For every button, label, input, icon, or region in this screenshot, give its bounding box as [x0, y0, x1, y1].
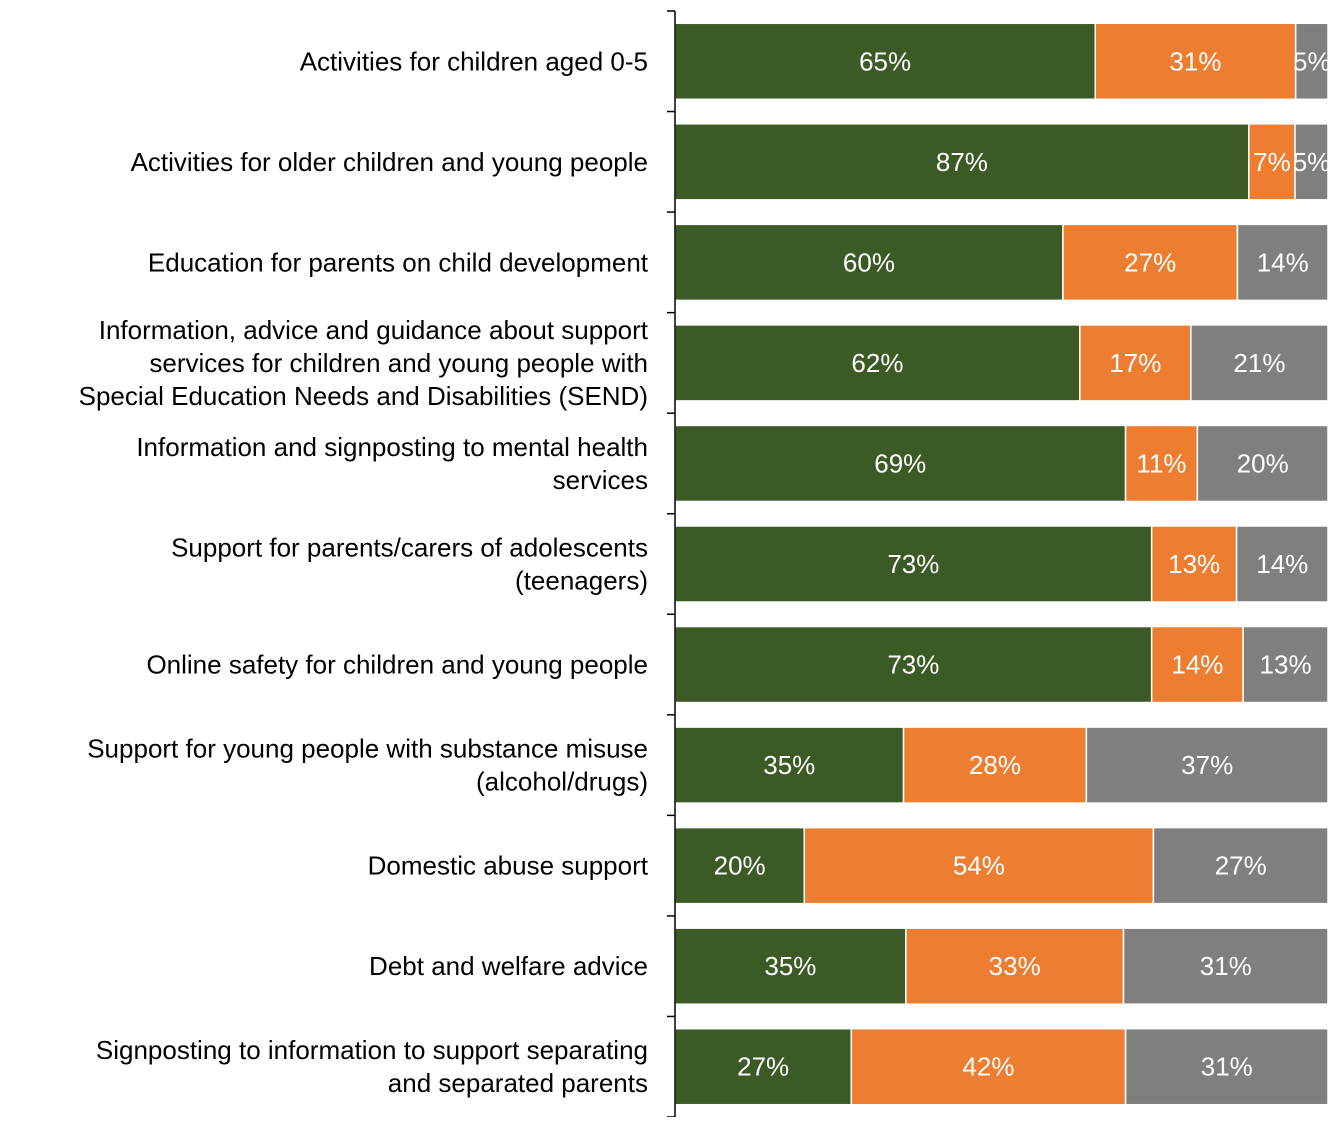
bar-segment — [1085, 726, 1329, 804]
data-label: 13% — [1260, 650, 1312, 680]
data-label: 42% — [962, 1052, 1014, 1082]
category-label: Activities for children aged 0-5 — [300, 46, 648, 76]
data-label: 73% — [887, 549, 939, 579]
category-label-line: Support for young people with substance … — [87, 734, 648, 764]
bar-segment — [674, 424, 1127, 503]
data-label: 54% — [953, 851, 1005, 881]
data-label: 14% — [1257, 247, 1309, 277]
data-label: 13% — [1168, 549, 1220, 579]
bar-segment — [674, 1027, 853, 1106]
category-label: Education for parents on child developme… — [148, 247, 649, 277]
data-label: 17% — [1109, 348, 1161, 378]
data-label: 37% — [1181, 750, 1233, 780]
y-axis — [667, 10, 676, 1118]
category-label-line: Signposting to information to support se… — [96, 1035, 648, 1065]
category-label-line: (teenagers) — [515, 566, 648, 596]
bars-layer: 65% 31% 5%87% 7% 5%60% 27% 14%62% 17% 21%69% 11% 2… — [674, 22, 1331, 1106]
category-labels-layer: Activities for children aged 0-5 Activiti… — [79, 46, 649, 1098]
bar-segment — [1150, 525, 1238, 603]
data-label: 14% — [1256, 549, 1308, 579]
data-label: 69% — [874, 448, 926, 478]
bar-segment — [1124, 424, 1199, 503]
data-label: 60% — [843, 247, 895, 277]
category-label: Domestic abuse support — [368, 851, 649, 881]
data-label: 31% — [1200, 951, 1252, 981]
category-label-line: Domestic abuse support — [368, 851, 649, 881]
category-label-line: Special Education Needs and Disabilities… — [79, 381, 648, 411]
category-label: Support for young people with substance … — [87, 734, 648, 797]
data-label: 27% — [737, 1052, 789, 1082]
bar-segment — [674, 223, 1064, 302]
bar-segment — [674, 726, 905, 804]
bar-segment — [1094, 22, 1297, 101]
bar-segment — [1235, 525, 1329, 603]
data-label: 87% — [936, 147, 988, 177]
bar-segment — [674, 324, 1081, 402]
bar-segment — [1236, 223, 1329, 302]
category-label: Activities for older children and young … — [131, 147, 648, 177]
category-label: Information and signposting to mental he… — [136, 432, 648, 495]
category-label-line: (alcohol/drugs) — [476, 767, 648, 797]
category-label: Online safety for children and young peo… — [146, 650, 648, 680]
category-label-line: services for children and young people w… — [149, 348, 648, 378]
data-label: 73% — [887, 650, 939, 680]
bar-segment — [1124, 1027, 1329, 1106]
data-label: 31% — [1201, 1052, 1253, 1082]
category-label-line: Education for parents on child developme… — [148, 247, 649, 277]
category-label-line: Online safety for children and young peo… — [146, 650, 648, 680]
data-label: 35% — [764, 951, 816, 981]
bar-segment — [1062, 223, 1239, 302]
category-label: Support for parents/carers of adolescent… — [171, 533, 648, 596]
data-label: 31% — [1169, 46, 1221, 76]
category-label-line: Debt and welfare advice — [369, 951, 648, 981]
category-label-line: Activities for older children and young … — [131, 147, 648, 177]
category-label-line: Activities for children aged 0-5 — [300, 46, 648, 76]
bar-segment — [1196, 424, 1329, 503]
category-label-line: Information, advice and guidance about s… — [99, 315, 649, 345]
data-label: 62% — [851, 348, 903, 378]
data-label: 21% — [1233, 348, 1285, 378]
data-label: 5% — [1293, 147, 1331, 177]
bar-segment — [674, 123, 1250, 201]
data-label: 27% — [1124, 247, 1176, 277]
data-label: 20% — [714, 851, 766, 881]
category-label-line: Support for parents/carers of adolescent… — [171, 533, 648, 563]
category-label-line: and separated parents — [388, 1068, 648, 1098]
category-label-line: services — [553, 465, 648, 495]
bar-segment — [674, 826, 806, 905]
category-label: Information, advice and guidance about s… — [79, 315, 649, 411]
bar-segment — [1190, 324, 1329, 402]
bar-segment — [1294, 22, 1329, 101]
bar-segment — [1248, 123, 1296, 201]
data-label: 27% — [1215, 851, 1267, 881]
data-label: 28% — [969, 750, 1021, 780]
bar-segment — [1242, 625, 1329, 704]
bar-segment — [1152, 826, 1329, 905]
bar-segment — [674, 22, 1096, 101]
data-label: 33% — [989, 951, 1041, 981]
data-label: 65% — [859, 46, 911, 76]
data-label: 7% — [1253, 147, 1291, 177]
data-label: 11% — [1136, 448, 1186, 478]
data-label: 20% — [1237, 448, 1289, 478]
bar-segment — [902, 726, 1088, 804]
data-label: 14% — [1171, 650, 1223, 680]
category-label: Debt and welfare advice — [369, 951, 648, 981]
data-label: 5% — [1293, 46, 1331, 76]
bar-segment — [674, 927, 907, 1005]
category-label: Signposting to information to support se… — [96, 1035, 648, 1098]
category-label-line: Information and signposting to mental he… — [136, 432, 648, 462]
bar-segment — [1122, 927, 1329, 1005]
bar-segment — [905, 927, 1125, 1005]
bar-segment — [1150, 625, 1244, 704]
bar-segment — [674, 625, 1153, 704]
data-label: 35% — [763, 750, 815, 780]
bar-segment — [1294, 123, 1329, 201]
